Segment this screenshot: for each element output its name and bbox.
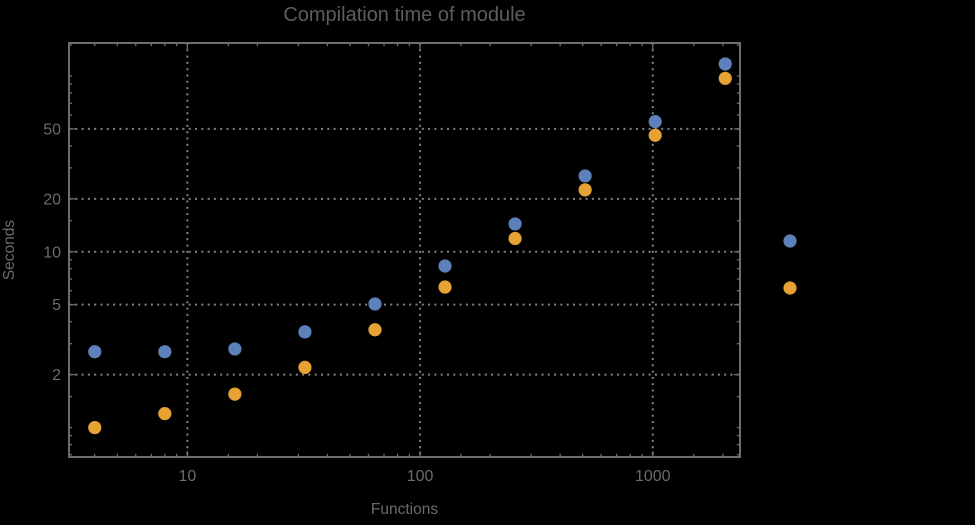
data-point-series-1 <box>718 57 732 71</box>
data-point-series-1 <box>298 325 312 339</box>
data-point-series-1 <box>438 259 452 273</box>
data-point-series-2 <box>578 183 592 197</box>
y-tick-label-2: 2 <box>52 367 61 384</box>
data-point-series-1 <box>368 297 382 311</box>
data-point-series-2 <box>718 71 732 85</box>
data-point-series-2 <box>508 231 522 246</box>
data-point-series-2 <box>298 360 312 374</box>
x-tick-label-1000: 1000 <box>635 468 671 485</box>
data-point-series-2 <box>648 128 662 142</box>
data-point-series-1 <box>508 217 522 231</box>
data-point-series-1 <box>158 345 172 359</box>
plot-frame <box>68 42 741 458</box>
legend-marker-series-1 <box>783 234 797 248</box>
y-tick-label-5: 5 <box>52 297 61 314</box>
data-point-series-2 <box>88 420 102 435</box>
data-point-series-1 <box>648 115 662 129</box>
data-point-series-2 <box>228 387 242 401</box>
data-point-series-2 <box>438 280 452 294</box>
data-point-series-2 <box>158 407 172 421</box>
x-tick-label-10: 10 <box>178 468 196 485</box>
data-point-series-1 <box>578 169 592 183</box>
x-tick-label-100: 100 <box>407 468 434 485</box>
data-point-series-1 <box>228 342 242 356</box>
legend-marker-series-2 <box>783 281 797 295</box>
chart-title: Compilation time of module <box>283 4 526 26</box>
x-axis-label: Functions <box>370 501 439 518</box>
data-point-series-1 <box>88 345 102 359</box>
data-point-series-2 <box>368 323 382 337</box>
y-tick-label-10: 10 <box>43 244 61 261</box>
y-tick-label-50: 50 <box>43 121 61 138</box>
y-tick-label-20: 20 <box>43 191 61 208</box>
